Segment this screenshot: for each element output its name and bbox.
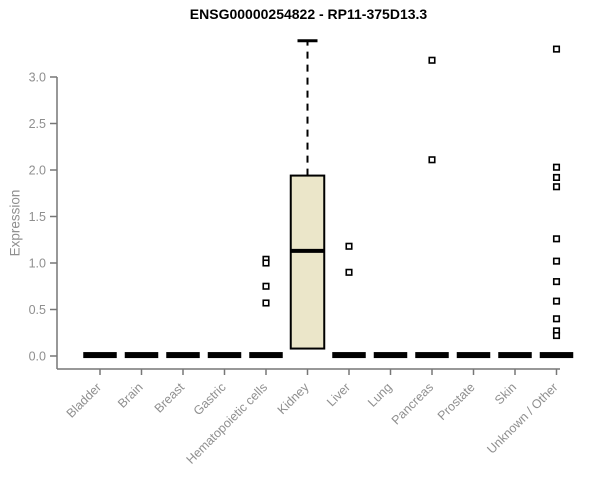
collapsed-box-hematopoietic-cells: [249, 352, 283, 359]
outlier-point-unknown-other: [552, 173, 561, 181]
collapsed-box-brain: [124, 352, 159, 359]
outlier-point-unknown-other: [552, 45, 561, 53]
y-tick-label-2-5: 2.5: [29, 117, 46, 131]
x-tick-label-liver: Liver: [324, 380, 353, 409]
outlier-point-unknown-other: [552, 257, 561, 265]
x-tick-label-gastric: Gastric: [191, 380, 229, 418]
outlier-point-unknown-other: [552, 163, 561, 171]
collapsed-box-liver: [332, 352, 366, 359]
x-tick-label-unknown-other: Unknown / Other: [484, 380, 560, 456]
collapsed-box-bladder: [83, 352, 117, 359]
x-tick-label-lung: Lung: [365, 380, 395, 410]
x-tick-label-kidney: Kidney: [275, 380, 312, 417]
collapsed-box-prostate: [456, 352, 491, 359]
outlier-point-hematopoietic-cells: [262, 259, 270, 267]
outlier-point-unknown-other: [552, 315, 561, 323]
collapsed-box-lung: [373, 352, 408, 359]
y-tick-label-1-0: 1.0: [29, 257, 46, 271]
x-tick-label-breast: Breast: [152, 380, 188, 416]
y-tick-label-1-5: 1.5: [29, 210, 46, 224]
x-tick-label-pancreas: Pancreas: [389, 380, 436, 427]
outlier-point-pancreas: [428, 56, 436, 64]
x-tick-label-bladder: Bladder: [64, 380, 104, 420]
outlier-point-unknown-other: [552, 297, 561, 305]
outlier-point-pancreas: [428, 156, 436, 164]
outlier-point-unknown-other: [552, 278, 561, 286]
x-tick-label-brain: Brain: [115, 380, 146, 411]
chart-title: ENSG00000254822 - RP11-375D13.3: [189, 6, 428, 22]
outlier-point-unknown-other: [552, 183, 561, 191]
x-tick-label-prostate: Prostate: [435, 380, 478, 423]
outlier-point-liver: [345, 268, 353, 276]
y-tick-label-0-5: 0.5: [29, 303, 46, 317]
y-tick-label-2-0: 2.0: [29, 164, 46, 178]
outlier-point-hematopoietic-cells: [262, 282, 270, 290]
x-tick-label-skin: Skin: [492, 380, 519, 407]
x-tick-label-hematopoietic-cells: Hematopoietic cells: [184, 380, 271, 467]
collapsed-box-skin: [498, 352, 532, 359]
outlier-point-liver: [345, 242, 353, 250]
collapsed-box-unknown-other: [539, 352, 574, 359]
y-tick-label-3-0: 3.0: [29, 71, 46, 85]
outlier-point-unknown-other: [552, 331, 561, 340]
outlier-point-hematopoietic-cells: [262, 299, 270, 307]
outlier-point-unknown-other: [552, 235, 561, 243]
box-kidney: [289, 174, 326, 350]
collapsed-box-gastric: [207, 352, 242, 359]
collapsed-box-pancreas: [415, 352, 449, 359]
y-tick-label-0-0: 0.0: [29, 350, 46, 364]
collapsed-box-breast: [166, 352, 200, 359]
